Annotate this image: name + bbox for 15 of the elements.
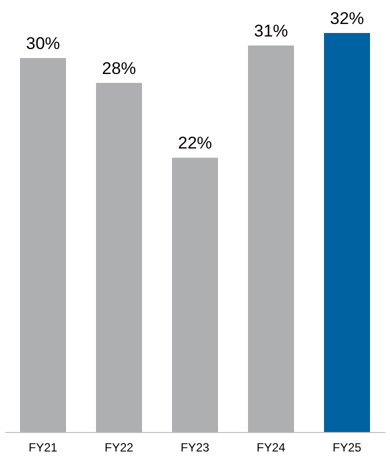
bar [96, 82, 142, 432]
x-tick-label: FY21 [28, 440, 58, 454]
data-label: 28% [102, 58, 136, 78]
data-label: 30% [26, 34, 60, 53]
bar [20, 58, 66, 432]
x-tick-label: FY23 [180, 440, 210, 454]
x-tick-label: FY22 [104, 440, 134, 454]
bar [324, 33, 370, 432]
bar [248, 45, 294, 432]
x-tick-label: FY24 [256, 440, 286, 454]
x-tick-label: FY25 [332, 440, 362, 454]
data-label: 31% [254, 21, 288, 40]
data-label: 22% [178, 134, 212, 153]
bar [172, 158, 218, 432]
data-label: 32% [330, 9, 364, 28]
